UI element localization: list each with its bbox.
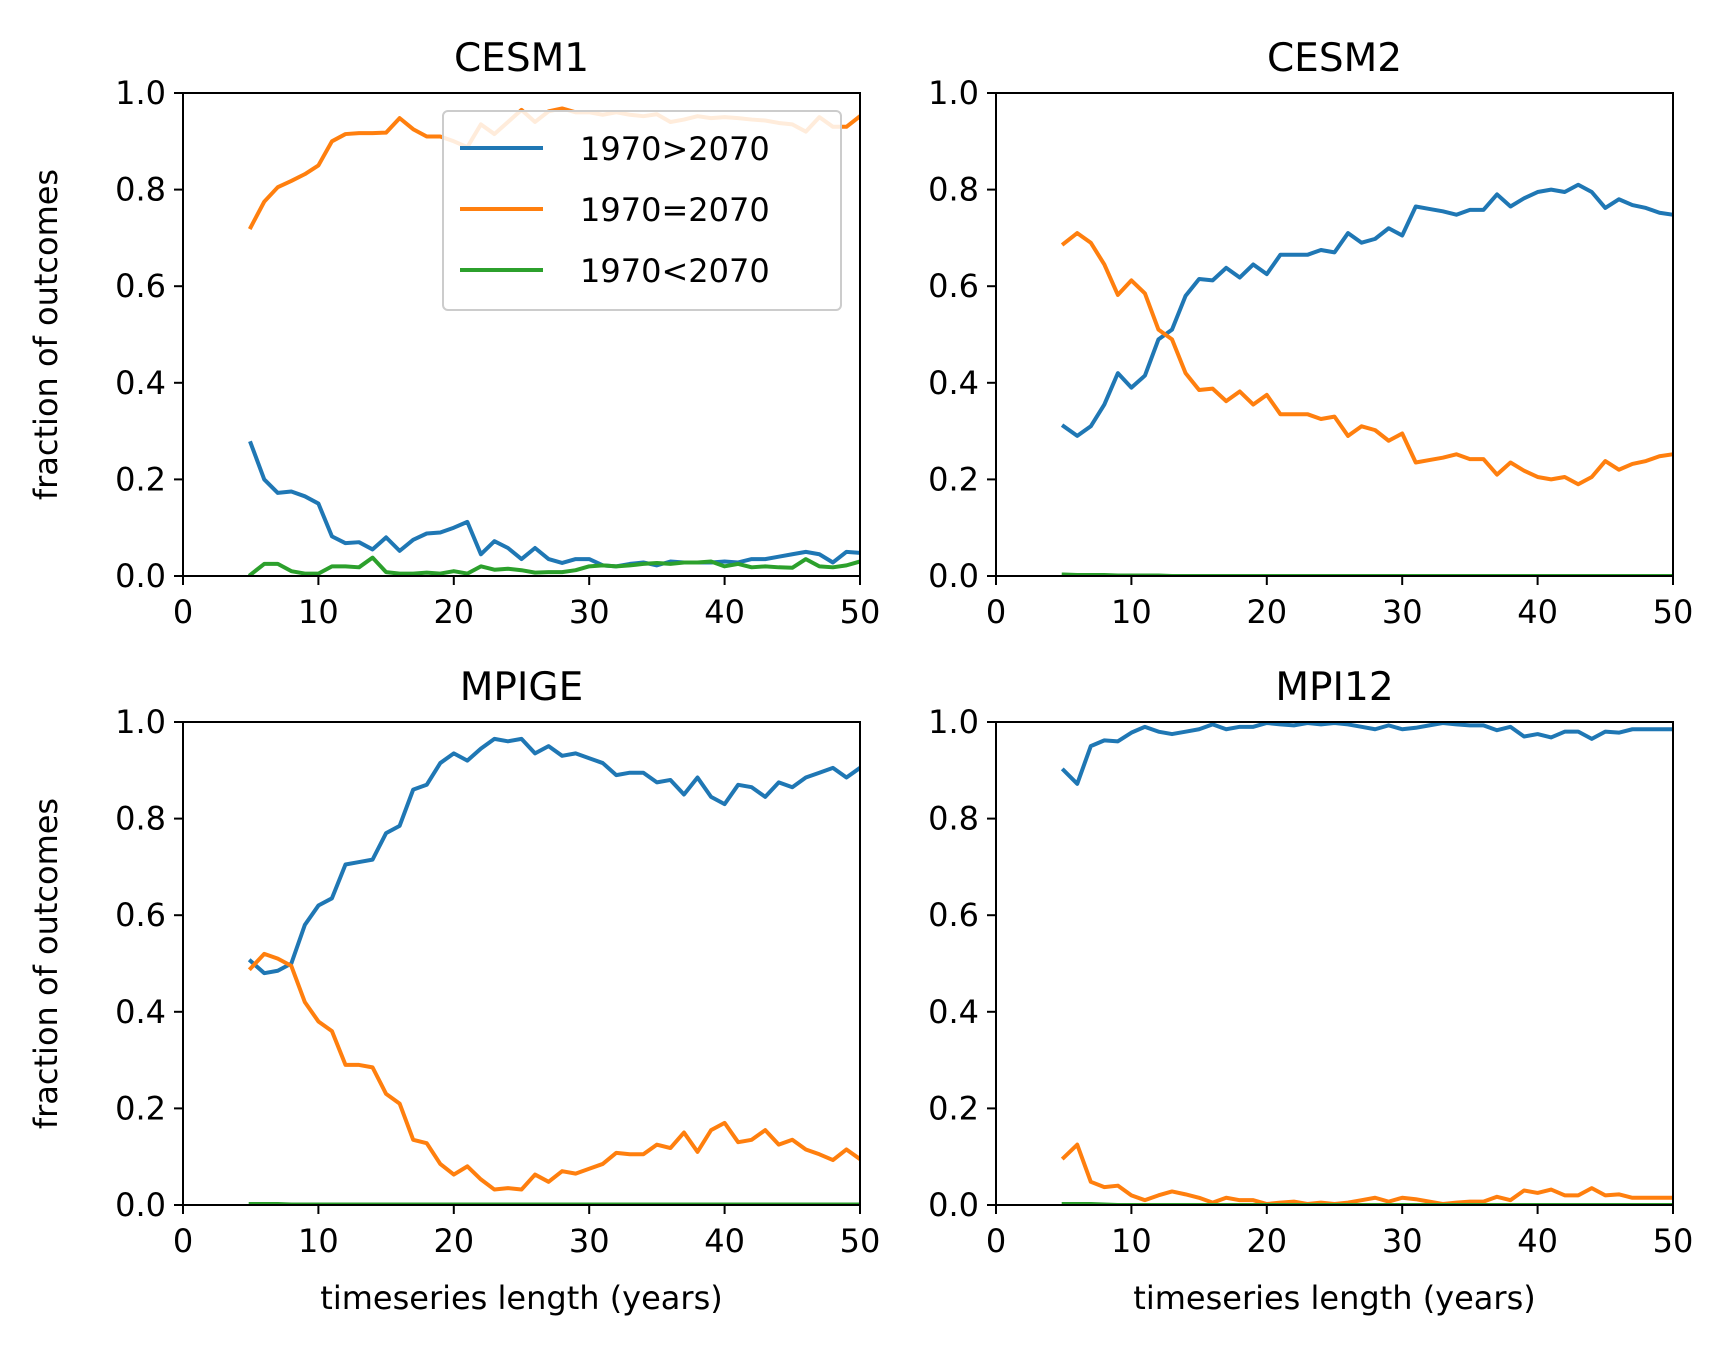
mpige-panel: 0 10 20 30 40 50 0.0 0.2 0.4 0.6 0.8 1.0 MPIGE fracti… [27, 665, 880, 1317]
mpige-xlabel: timeseries length (years) [320, 1279, 722, 1317]
mpige-xtick-label: 40 [704, 1222, 745, 1260]
cesm1-ytick-label: 0.8 [115, 171, 166, 209]
cesm1-ytick-label: 0.2 [115, 460, 166, 498]
mpige-xtick-label: 50 [840, 1222, 881, 1260]
mpige-xtick-label: 10 [298, 1222, 339, 1260]
cesm1-legend-eq-label: 1970=2070 [580, 191, 770, 229]
mpi12-xlabel: timeseries length (years) [1133, 1279, 1535, 1317]
mpi12-ytick-label: 0.8 [928, 800, 979, 838]
mpi12-xtick-label: 20 [1246, 1222, 1287, 1260]
cesm1-xtick-label: 20 [433, 593, 474, 631]
cesm1-legend-gt-label: 1970>2070 [580, 130, 770, 168]
mpige-ytick-label: 0.4 [115, 993, 166, 1031]
cesm2-ytick-label: 0.8 [928, 171, 979, 209]
cesm1-series-gt-line [248, 440, 860, 569]
cesm2-xtick-label: 0 [986, 593, 1006, 631]
cesm1-ylabel: fraction of outcomes [27, 169, 65, 500]
cesm2-ytick-label: 0.0 [928, 557, 979, 595]
cesm1-ytick-label: 0.0 [115, 557, 166, 595]
mpige-xtick-label: 30 [569, 1222, 610, 1260]
cesm1-title: CESM1 [454, 36, 589, 81]
mpi12-xtick-label: 30 [1382, 1222, 1423, 1260]
mpige-ytick-label: 0.8 [115, 800, 166, 838]
mpi12-xtick-label: 50 [1653, 1222, 1694, 1260]
cesm1-xtick-label: 40 [704, 593, 745, 631]
cesm2-ytick-label: 0.2 [928, 460, 979, 498]
mpige-ytick-label: 0.6 [115, 896, 166, 934]
mpige-ytick-label: 0.0 [115, 1186, 166, 1224]
mpige-xtick-label: 0 [173, 1222, 193, 1260]
mpige-ylabel: fraction of outcomes [27, 798, 65, 1129]
cesm1-panel: 0 10 20 30 40 50 0.0 0.2 0.4 0.6 0.8 1.0 CESM1 fracti… [27, 36, 880, 631]
cesm2-ytick-label: 1.0 [928, 74, 979, 112]
mpi12-panel: 0 10 20 30 40 50 0.0 0.2 0.4 0.6 0.8 1.0 MPI12 timese… [928, 665, 1693, 1317]
mpige-ytick-label: 0.2 [115, 1089, 166, 1127]
cesm2-xtick-label: 10 [1111, 593, 1152, 631]
mpige-axes-frame [182, 721, 861, 1206]
cesm2-xtick-label: 50 [1653, 593, 1694, 631]
cesm1-xtick-label: 10 [298, 593, 339, 631]
cesm1-ytick-label: 0.4 [115, 364, 166, 402]
mpi12-series-gt-line [1060, 722, 1673, 786]
mpi12-series-group [1060, 722, 1673, 1205]
cesm2-axes-frame [995, 92, 1674, 577]
cesm1-series-lt-line [247, 555, 860, 576]
mpi12-xtick-label: 0 [986, 1222, 1006, 1260]
mpi12-xtick-label: 10 [1111, 1222, 1152, 1260]
cesm1-ytick-label: 0.6 [115, 267, 166, 305]
mpi12-ytick-label: 0.4 [928, 993, 979, 1031]
mpi12-xtick-label: 40 [1517, 1222, 1558, 1260]
mpi12-ytick-label: 0.0 [928, 1186, 979, 1224]
mpi12-axes-frame [995, 721, 1674, 1206]
cesm1-xtick-label: 30 [569, 593, 610, 631]
cesm2-xtick-label: 40 [1517, 593, 1558, 631]
mpige-xtick-label: 20 [433, 1222, 474, 1260]
cesm2-series-gt-line [1060, 182, 1673, 438]
cesm2-series-group [1060, 182, 1673, 576]
mpi12-ytick-label: 0.2 [928, 1089, 979, 1127]
cesm2-panel: 0 10 20 30 40 50 0.0 0.2 0.4 0.6 0.8 1.0 CESM2 [928, 36, 1693, 631]
mpi12-ytick-label: 1.0 [928, 703, 979, 741]
cesm1-axes-frame [182, 92, 861, 577]
mpige-series-group [247, 736, 860, 1205]
cesm1-legend-lt-label: 1970<2070 [580, 252, 770, 290]
mpige-title: MPIGE [460, 665, 584, 710]
cesm1-legend: 1970>2070 1970=2070 1970<2070 [442, 110, 842, 311]
cesm2-xtick-label: 30 [1382, 593, 1423, 631]
cesm1-legend-box [442, 110, 842, 311]
mpige-series-eq-line [247, 951, 860, 1192]
mpi12-series-eq-line [1060, 1142, 1673, 1205]
cesm2-ytick-label: 0.6 [928, 267, 979, 305]
cesm2-ytick-label: 0.4 [928, 364, 979, 402]
cesm2-title: CESM2 [1267, 36, 1402, 81]
cesm1-xtick-label: 0 [173, 593, 193, 631]
cesm2-series-eq-line [1060, 231, 1673, 487]
mpige-ytick-label: 1.0 [115, 703, 166, 741]
cesm1-ytick-label: 1.0 [115, 74, 166, 112]
mpi12-ytick-label: 0.6 [928, 896, 979, 934]
cesm1-xtick-label: 50 [840, 593, 881, 631]
mpige-series-gt-line [247, 736, 860, 976]
mpi12-title: MPI12 [1275, 665, 1393, 710]
cesm2-xtick-label: 20 [1246, 593, 1287, 631]
